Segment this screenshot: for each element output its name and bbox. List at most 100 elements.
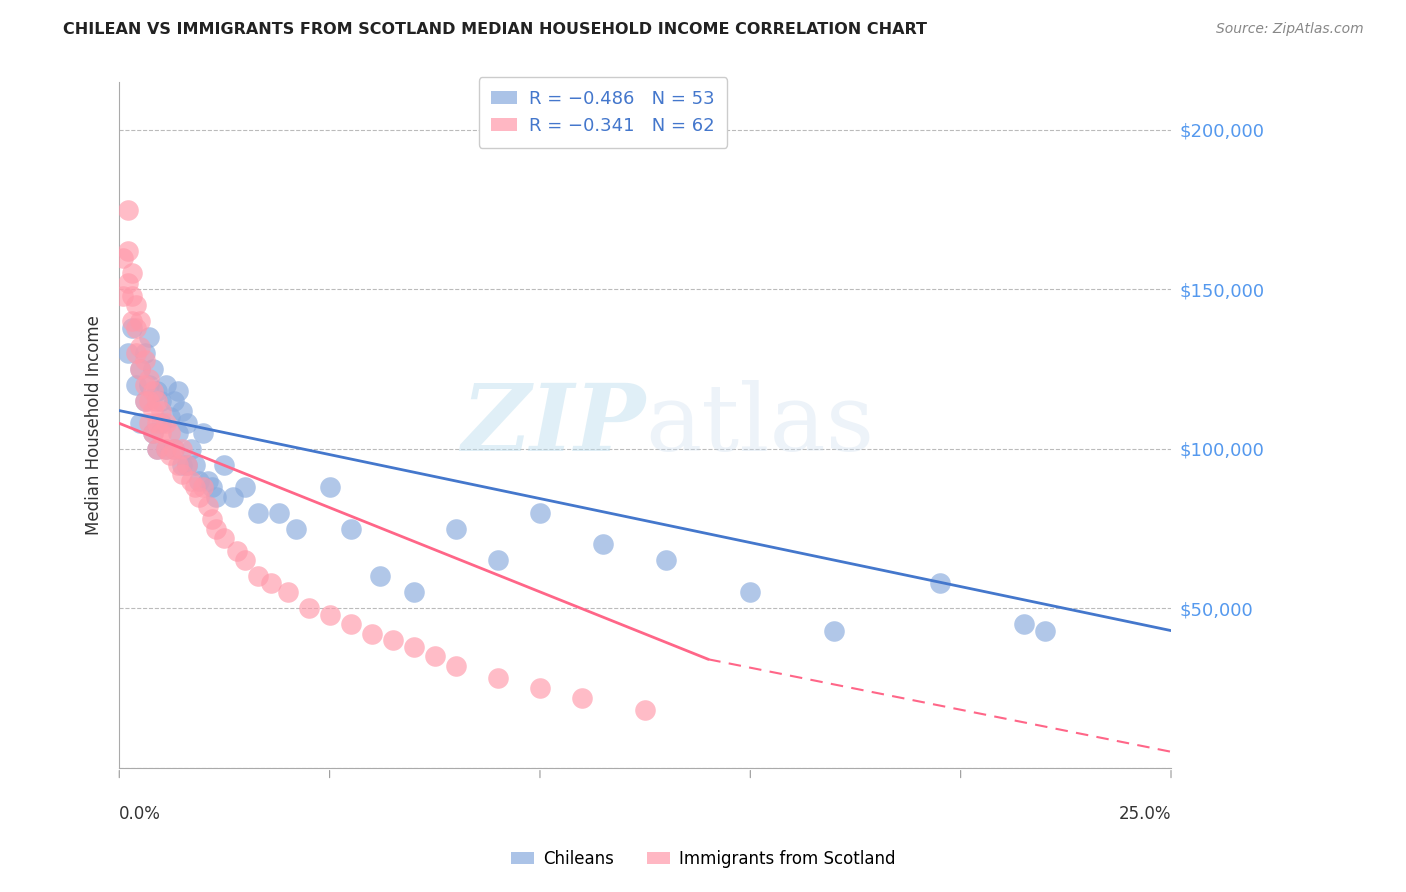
Point <box>740 585 762 599</box>
Point <box>402 585 425 599</box>
Point <box>138 394 160 409</box>
Point <box>155 378 177 392</box>
Point <box>117 244 139 259</box>
Point <box>318 480 340 494</box>
Legend: R = −0.486   N = 53, R = −0.341   N = 62: R = −0.486 N = 53, R = −0.341 N = 62 <box>478 78 727 148</box>
Point <box>176 458 198 472</box>
Point <box>247 506 270 520</box>
Point <box>142 403 165 417</box>
Point <box>167 458 190 472</box>
Point <box>150 403 173 417</box>
Point <box>163 442 186 456</box>
Point <box>1033 624 1056 638</box>
Point <box>159 448 181 462</box>
Point <box>129 417 152 431</box>
Point <box>1012 617 1035 632</box>
Point <box>129 340 152 354</box>
Point <box>134 394 156 409</box>
Point <box>360 627 382 641</box>
Point <box>117 202 139 217</box>
Point <box>155 417 177 431</box>
Point <box>125 346 148 360</box>
Point <box>146 384 169 399</box>
Y-axis label: Median Household Income: Median Household Income <box>86 315 103 535</box>
Point <box>134 352 156 367</box>
Point <box>159 409 181 424</box>
Text: CHILEAN VS IMMIGRANTS FROM SCOTLAND MEDIAN HOUSEHOLD INCOME CORRELATION CHART: CHILEAN VS IMMIGRANTS FROM SCOTLAND MEDI… <box>63 22 928 37</box>
Point <box>205 522 228 536</box>
Point <box>235 553 257 567</box>
Point <box>222 490 245 504</box>
Text: atlas: atlas <box>645 380 875 470</box>
Point <box>112 251 135 265</box>
Point <box>197 474 219 488</box>
Point <box>125 378 148 392</box>
Point <box>138 378 160 392</box>
Point <box>214 458 236 472</box>
Point <box>368 569 391 583</box>
Point <box>172 442 194 456</box>
Point <box>444 658 467 673</box>
Point <box>193 480 215 494</box>
Point <box>129 362 152 376</box>
Point <box>134 378 156 392</box>
Point <box>176 417 198 431</box>
Point <box>117 346 139 360</box>
Point <box>112 289 135 303</box>
Point <box>150 417 173 431</box>
Point <box>146 417 169 431</box>
Legend: Chileans, Immigrants from Scotland: Chileans, Immigrants from Scotland <box>505 844 901 875</box>
Point <box>205 490 228 504</box>
Point <box>486 553 509 567</box>
Point <box>188 474 211 488</box>
Point <box>172 467 194 482</box>
Point <box>339 617 361 632</box>
Point <box>138 330 160 344</box>
Point <box>150 394 173 409</box>
Point <box>318 607 340 622</box>
Point <box>201 480 224 494</box>
Point <box>423 649 446 664</box>
Point <box>176 458 198 472</box>
Text: 25.0%: 25.0% <box>1119 805 1171 823</box>
Point <box>117 276 139 290</box>
Point <box>142 362 165 376</box>
Point <box>529 506 551 520</box>
Point <box>121 314 143 328</box>
Text: 0.0%: 0.0% <box>120 805 162 823</box>
Point <box>297 601 319 615</box>
Point <box>180 442 202 456</box>
Point <box>150 425 173 440</box>
Point <box>155 442 177 456</box>
Point <box>138 372 160 386</box>
Point <box>486 672 509 686</box>
Point <box>339 522 361 536</box>
Point <box>155 442 177 456</box>
Point <box>125 298 148 312</box>
Point <box>201 512 224 526</box>
Point <box>146 442 169 456</box>
Point <box>402 640 425 654</box>
Point <box>134 346 156 360</box>
Point <box>172 403 194 417</box>
Point <box>121 267 143 281</box>
Point <box>444 522 467 536</box>
Point <box>180 474 202 488</box>
Point <box>146 442 169 456</box>
Point <box>823 624 845 638</box>
Point <box>121 320 143 334</box>
Point <box>146 394 169 409</box>
Point <box>381 633 404 648</box>
Point <box>247 569 270 583</box>
Point <box>188 490 211 504</box>
Point <box>592 537 614 551</box>
Point <box>167 425 190 440</box>
Point <box>172 458 194 472</box>
Point <box>142 384 165 399</box>
Point <box>134 394 156 409</box>
Point <box>193 425 215 440</box>
Point <box>634 703 657 717</box>
Point <box>277 585 299 599</box>
Point <box>184 480 207 494</box>
Point <box>129 362 152 376</box>
